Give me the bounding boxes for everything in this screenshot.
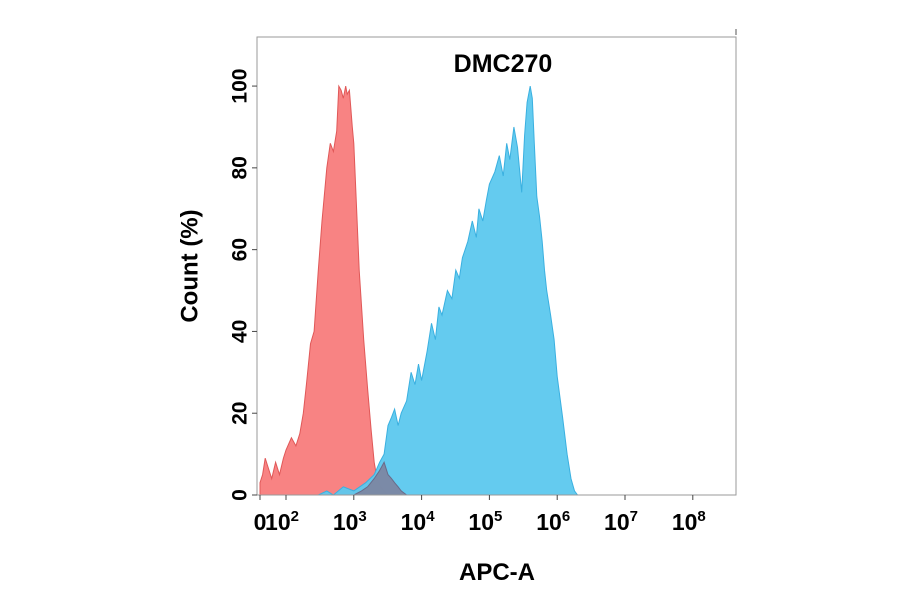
x-tick-label: 103: [333, 508, 367, 535]
y-tick-label: 40: [229, 320, 252, 343]
y-tick-label: 20: [229, 402, 252, 425]
y-axis-label: Count (%): [177, 209, 204, 322]
x-tick-label: 0: [254, 509, 267, 535]
x-tick-label: 108: [672, 508, 706, 535]
x-tick-label: 102: [265, 508, 299, 535]
histogram-series-3: [353, 461, 409, 496]
plot-frame: [256, 36, 737, 496]
x-tick-label: 104: [401, 508, 436, 535]
histogram-series-2: [318, 86, 581, 496]
chart-title: DMC270: [454, 50, 553, 78]
plot-area: [259, 84, 581, 496]
y-tick-label: 100: [229, 69, 252, 104]
x-tick-label: 106: [536, 508, 570, 535]
x-tick-label: 105: [468, 508, 502, 535]
y-tick-label: 0: [229, 489, 252, 501]
y-tick-label: 80: [229, 156, 252, 179]
x-axis-label: APC-A: [459, 559, 535, 586]
histogram-series-1: [259, 84, 390, 496]
x-tick-label: 107: [604, 508, 638, 535]
y-tick-label: 60: [229, 238, 252, 261]
